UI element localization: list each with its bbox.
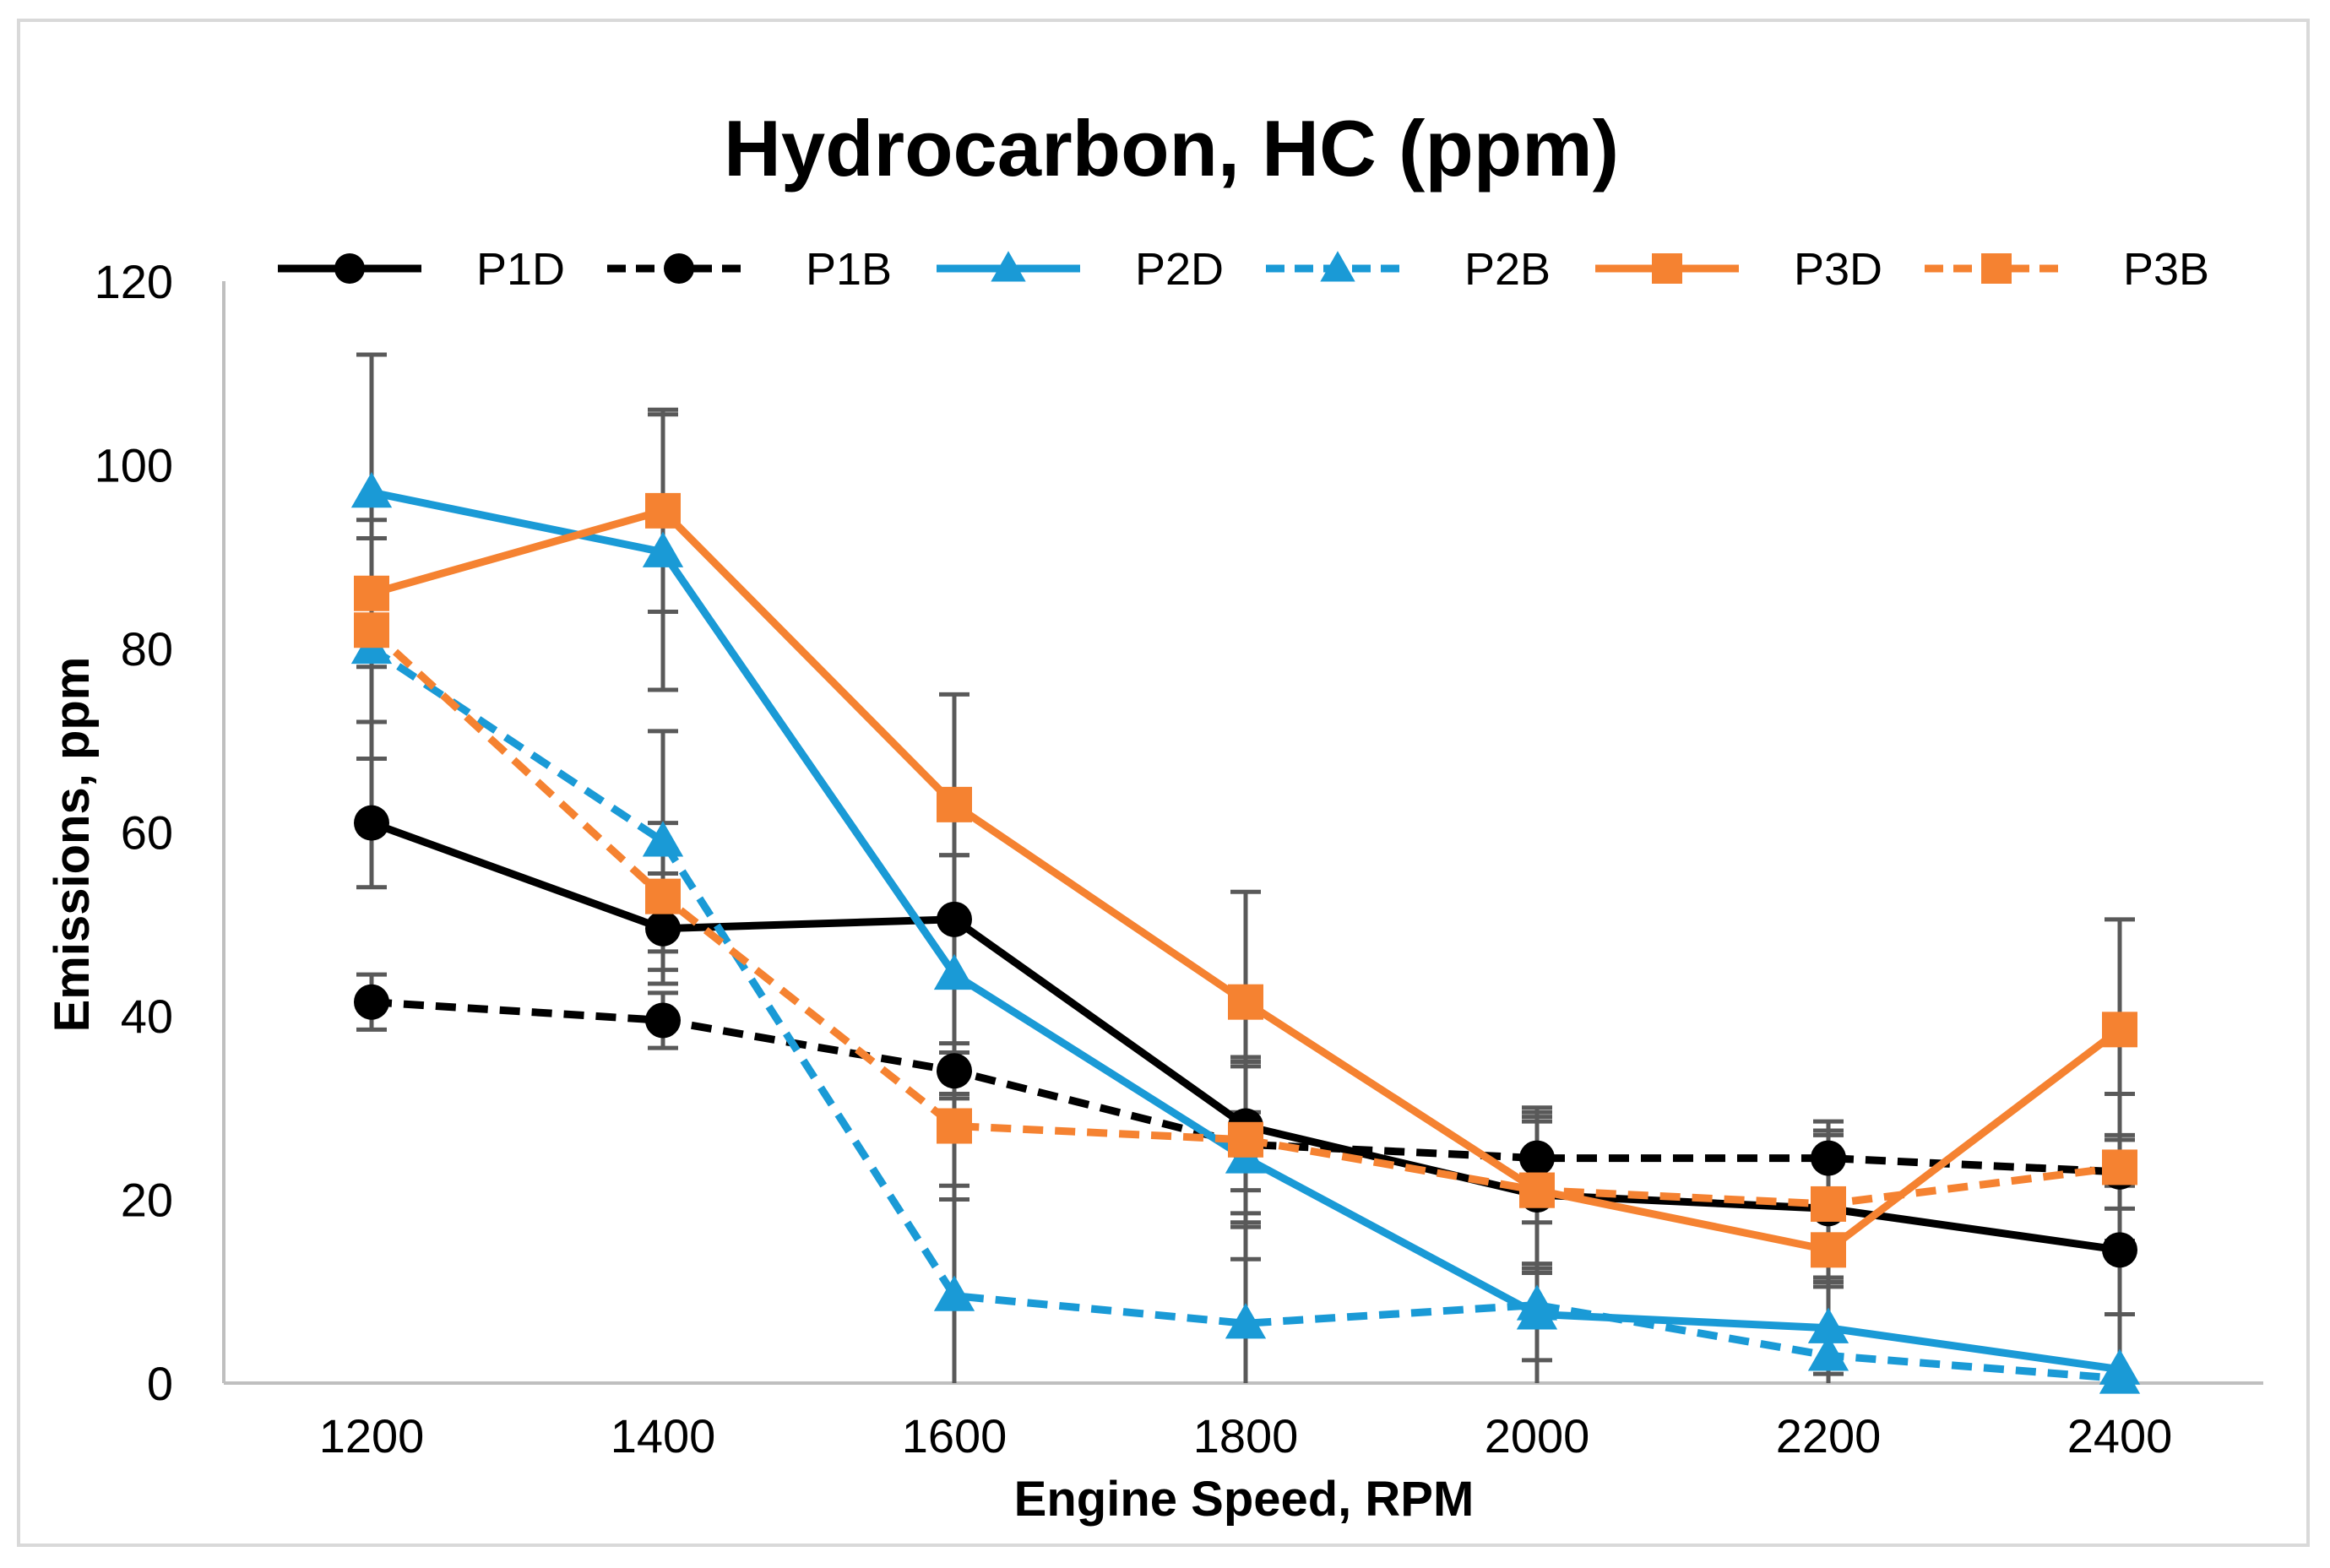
legend-label-p1b: P1B [806, 244, 892, 295]
data-point-p2b [1516, 1284, 1558, 1321]
y-axis-title: Emissions, ppm [45, 657, 100, 1033]
legend-label-p1d: P1D [476, 244, 565, 295]
series-markers [350, 471, 2141, 1394]
y-tick-label: 100 [95, 439, 173, 492]
data-point-p3d [2102, 1012, 2137, 1048]
legend-label-p3b: P3B [2123, 244, 2209, 295]
data-point-p3b [1811, 1185, 1846, 1222]
data-point-p2b [933, 1275, 975, 1311]
legend-marker-p1d [334, 253, 365, 284]
y-tick-label: 0 [147, 1357, 173, 1410]
data-point-p3b [1519, 1172, 1555, 1208]
chart-title: Hydrocarbon, HC (ppm) [724, 104, 1619, 193]
data-point-p3d [937, 786, 972, 822]
error-bars [356, 352, 2135, 1383]
data-point-p1b [645, 1002, 681, 1039]
data-point-p3d [1228, 984, 1263, 1020]
x-tick-label: 2400 [2067, 1409, 2173, 1462]
data-point-p2d [1807, 1307, 1849, 1343]
legend-marker-p1b [664, 253, 694, 284]
data-point-p1b [937, 1053, 972, 1089]
data-point-p1b [1811, 1140, 1846, 1176]
data-point-p3d [354, 575, 389, 611]
data-point-p1d [937, 901, 972, 937]
x-axis-title: Engine Speed, RPM [1014, 1472, 1475, 1527]
legend-marker-p3d [1652, 253, 1682, 284]
legend-marker-p2b [1320, 251, 1355, 282]
data-point-p1d [354, 805, 389, 841]
legend-marker-p2d [991, 251, 1026, 282]
x-tick-label: 2000 [1485, 1409, 1590, 1462]
data-point-p2b [642, 821, 684, 857]
x-tick-label: 1200 [319, 1409, 425, 1462]
y-tick-label: 80 [121, 622, 173, 675]
data-point-p3b [2102, 1149, 2137, 1185]
y-tick-label: 40 [121, 990, 173, 1043]
legend-label-p2b: P2B [1464, 244, 1551, 295]
x-tick-label: 1400 [611, 1409, 716, 1462]
legend-marker-p3b [1981, 253, 2012, 284]
y-tick-label: 20 [121, 1174, 173, 1227]
y-tick-label: 120 [95, 255, 173, 308]
legend-label-p3d: P3D [1794, 244, 1882, 295]
chart-frame [17, 19, 2310, 1547]
data-point-p3d [645, 492, 681, 529]
x-tick-label: 1600 [902, 1409, 1007, 1462]
data-point-p1b [354, 984, 389, 1020]
data-point-p2d [933, 953, 975, 990]
data-point-p3b [645, 878, 681, 914]
data-point-p3b [354, 612, 389, 648]
data-point-p1b [1519, 1140, 1555, 1176]
data-point-p1d [645, 910, 681, 947]
data-point-p2b [1807, 1335, 1849, 1371]
data-point-p2b [2099, 1358, 2141, 1394]
data-point-p2d [642, 531, 684, 567]
data-point-p2d [350, 471, 393, 508]
y-tick-label: 60 [121, 806, 173, 860]
data-point-p2b [1225, 1303, 1267, 1339]
data-point-p3d [1811, 1232, 1846, 1268]
x-tick-label: 1800 [1193, 1409, 1299, 1462]
data-point-p3b [1228, 1121, 1263, 1158]
legend-label-p2d: P2D [1135, 244, 1224, 295]
data-point-p3b [937, 1108, 972, 1144]
x-tick-label: 2200 [1776, 1409, 1882, 1462]
legend: P1D P1B P2D P2B P3D P3B [278, 244, 2209, 295]
data-point-p1d [2102, 1232, 2137, 1268]
axes: 0 20 40 60 80 100 120 1200 1400 1600 1800 2000 2200 2… [95, 255, 2263, 1462]
